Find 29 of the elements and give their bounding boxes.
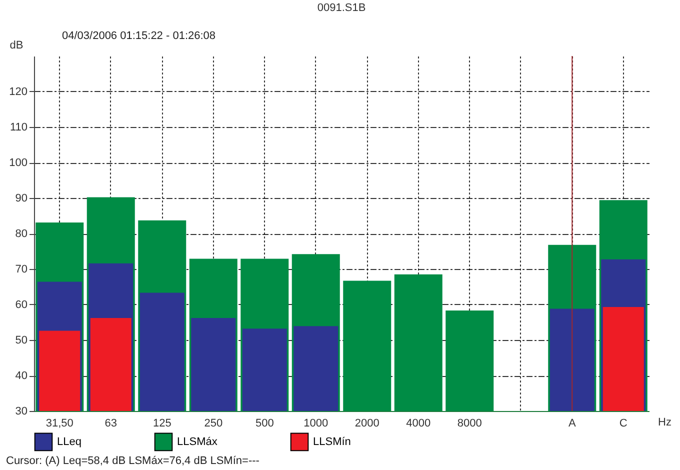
y-tick-label: 90 bbox=[15, 192, 28, 204]
x-tick-label: 63 bbox=[104, 418, 117, 430]
y-tick-label: 70 bbox=[15, 264, 28, 276]
x-tick-label: 500 bbox=[255, 418, 274, 430]
x-tick-label: 8000 bbox=[457, 418, 482, 430]
y-tick-label: 110 bbox=[10, 122, 28, 134]
x-tick-label: A bbox=[568, 418, 576, 430]
y-tick-label: 100 bbox=[9, 157, 28, 169]
x-tick-label: 250 bbox=[204, 418, 223, 430]
y-tick-label: 120 bbox=[9, 86, 28, 98]
y-axis-title: dB bbox=[10, 40, 24, 52]
text: Cursor: (A) Leq=58,4 dB LSMáx=76,4 dB LSMín=--- bbox=[6, 455, 260, 467]
x-tick-label: 1000 bbox=[304, 418, 328, 430]
x-tick-label: C bbox=[619, 418, 628, 430]
x-tick-label: 4000 bbox=[406, 418, 431, 430]
y-tick-label: 30 bbox=[15, 406, 28, 418]
x-tick-label: 125 bbox=[152, 418, 172, 430]
legend-label: LLSMáx bbox=[177, 436, 218, 448]
legend-label: LLeq bbox=[57, 436, 82, 448]
chart-subtitle: 04/03/2006 01:15:22 - 01:26:08 bbox=[62, 30, 216, 42]
legend-label: LLSMín bbox=[313, 436, 351, 448]
x-tick-label: 2000 bbox=[354, 418, 380, 430]
y-tick-label: 60 bbox=[15, 299, 28, 311]
x-tick-label: 31,50 bbox=[46, 418, 74, 430]
y-tick-label: 50 bbox=[15, 334, 28, 346]
y-tick-label: 80 bbox=[15, 228, 28, 240]
x-axis-title: Hz bbox=[658, 416, 672, 428]
y-tick-label: 40 bbox=[15, 370, 28, 382]
chart-title: 0091.S1B bbox=[317, 2, 366, 14]
